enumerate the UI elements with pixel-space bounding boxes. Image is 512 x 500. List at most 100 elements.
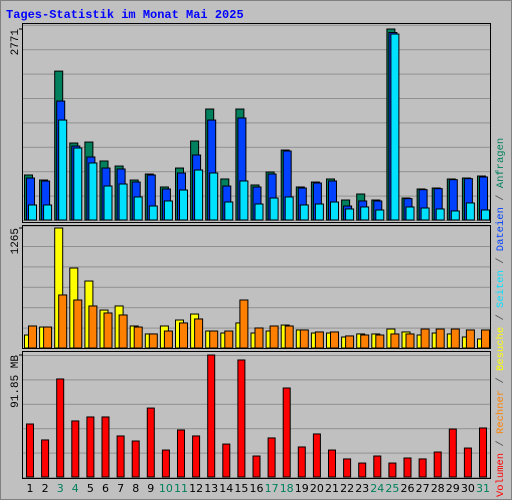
bar [133,326,143,349]
bar [358,462,367,478]
bar [343,458,352,478]
bar [330,331,339,349]
bar [373,455,382,478]
x-tick-label: 20 [310,482,324,495]
legend-entry: Rechner [495,390,507,434]
x-tick-label: 31 [476,482,490,495]
bar [375,334,385,349]
x-tick-label: 28 [431,482,445,495]
legend-entry: Dateien [495,207,507,251]
bar [163,200,173,221]
bar [267,437,276,478]
bar [254,203,264,221]
x-tick-label: 22 [340,482,354,495]
bar [299,329,309,349]
x-tick-label: 16 [250,482,264,495]
legend-entry: Seiten [495,270,507,308]
bar [224,330,234,349]
x-tick-label: 1 [27,482,34,495]
y-tick-label: 91.85 MB [10,355,22,408]
bar [284,196,294,221]
bar [450,210,460,221]
chart-title: Tages-Statistik im Monat Mai 2025 [6,8,244,22]
bar [269,197,279,221]
bar [209,330,219,349]
bar [284,325,294,349]
bar [73,299,83,349]
bar [71,420,80,478]
bar [222,443,231,478]
legend-entry: Anfragen [495,138,507,188]
x-tick-label: 7 [117,482,124,495]
bar [58,119,68,221]
x-tick-label: 5 [87,482,94,495]
bar [328,449,336,478]
bar [43,326,53,349]
bar [239,299,249,349]
bar [192,435,201,478]
y-tick-label: 1265 [10,228,22,254]
bar [403,457,412,478]
x-tick-label: 30 [461,482,475,495]
bar [405,206,415,221]
bar [88,305,98,349]
bar [239,180,249,221]
bar [88,162,98,221]
x-tick-label: 23 [355,482,369,495]
bar [118,183,128,221]
x-tick-label: 10 [159,482,173,495]
bar [463,447,472,478]
bar [163,330,173,349]
bar [390,333,400,349]
bar [194,318,204,349]
bar [86,416,95,478]
x-tick-label: 13 [204,482,218,495]
x-tick-label: 18 [280,482,294,495]
bar [433,451,442,478]
bar [28,204,37,221]
x-tick-label: 12 [189,482,203,495]
y-tick-label: 2771 [10,29,22,56]
bar [450,328,460,349]
bar [116,435,125,478]
x-tick-label: 24 [370,482,384,495]
bar [237,359,246,478]
x-tick-label: 25 [385,482,399,495]
x-tick-label: 4 [72,482,79,495]
bar [146,407,155,478]
x-tick-label: 3 [57,482,64,495]
x-tick-label: 19 [295,482,309,495]
legend-entry: Besuche [495,327,507,371]
bar [194,169,204,221]
bar [481,209,490,221]
bar [388,462,397,478]
bar [207,354,216,478]
bar [148,205,158,221]
bar [133,196,143,221]
bar [420,328,430,349]
bar [41,439,50,478]
bar [375,209,385,221]
bar [56,378,65,478]
legend-separator: / [495,188,507,207]
legend-separator: / [495,251,507,270]
x-tick-label: 14 [219,482,233,495]
x-tick-label: 8 [132,482,139,495]
x-tick-label: 9 [147,482,154,495]
bar [101,416,110,478]
bar [345,208,355,221]
x-tick-label: 17 [265,482,279,495]
bar [103,185,113,221]
bar [465,329,475,349]
bar [282,387,291,478]
bar [390,33,400,221]
legend-entry: Volumen [495,453,507,497]
bar [209,172,219,221]
bar [448,428,457,478]
bar [479,427,487,478]
bar [330,201,339,221]
bar [360,334,370,349]
bar [118,314,128,349]
bar [405,333,415,349]
